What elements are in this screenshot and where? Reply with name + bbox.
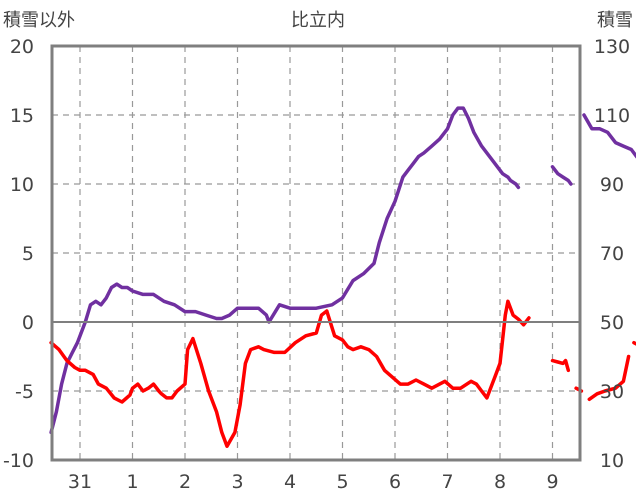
x-tick-label: 1 [126,471,138,493]
y-tick-label-left: 20 [10,36,34,58]
x-tick-label: 8 [494,471,506,493]
y-tick-label-right: 90 [600,174,624,196]
y-axis-label-left: 積雪以外 [3,10,75,31]
y-tick-label-right: 10 [600,450,624,472]
x-tick-label: 6 [389,471,401,493]
y-axis-label-right: 積雪 [597,10,633,31]
snow_depth-line-segment [49,106,521,435]
y-tick-label-right: 50 [600,312,624,334]
y-tick-label-left: -5 [15,381,34,403]
y-tick-label-left: -10 [3,450,34,472]
y-tick-label-left: 5 [22,243,34,265]
temperature-line-segment [632,340,636,346]
y-tick-label-right: 130 [594,36,630,58]
y-tick-label-left: 15 [10,105,34,127]
labels: 比立内 積雪以外 積雪 [3,10,633,31]
snow_depth-line-segment [550,165,573,186]
x-tick-label: 2 [179,471,191,493]
x-tick-label: 4 [284,471,296,493]
x-tick-label: 9 [546,471,558,493]
frame-layer [50,44,582,462]
x-tick-label: 31 [68,471,92,493]
temperature-line-segment [587,354,631,402]
y-tick-label-right: 30 [600,381,624,403]
y-tick-label-left: 10 [10,174,34,196]
x-tick-label: 3 [231,471,243,493]
plot-frame [50,44,582,462]
y-tick-label-right: 70 [600,243,624,265]
chart-title: 比立内 [291,10,345,31]
temperature-line-segment [550,358,571,373]
y-tick-label-right: 110 [594,105,630,127]
temperature-line-segment [49,299,531,448]
series-layer [49,106,636,448]
x-tick-label: 7 [441,471,453,493]
y-tick-label-left: 0 [22,312,34,334]
grid [52,46,580,460]
snow_depth-line-segment [582,113,636,159]
tick-labels: -10 -5 0 5 10 15 20 10 30 50 70 90 110 130 31 1 2 3 4 5 6 7 8 9 [3,36,630,493]
x-tick-label: 5 [336,471,348,493]
